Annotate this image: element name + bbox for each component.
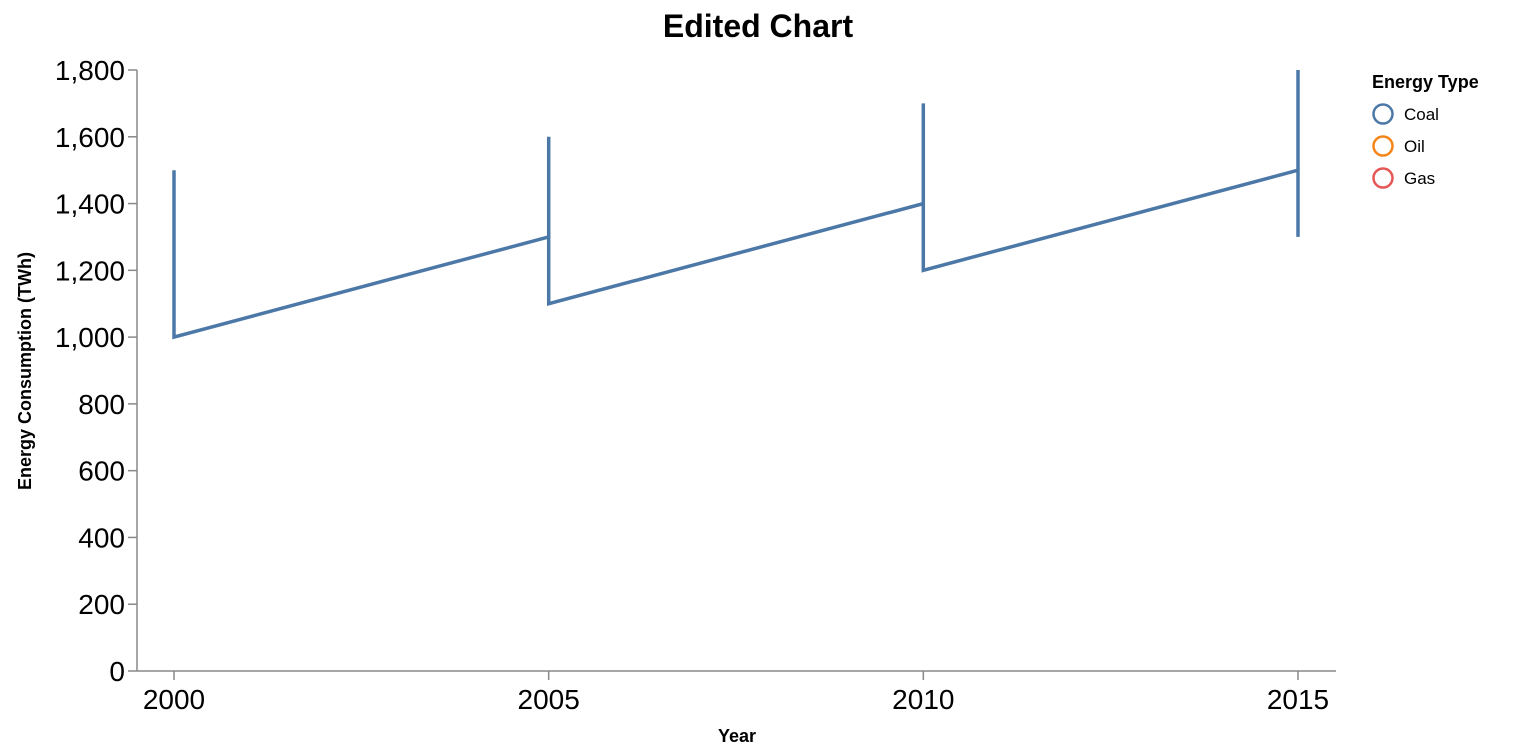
legend: Energy Type Coal Oil Gas <box>1372 72 1479 189</box>
legend-label-oil: Oil <box>1404 137 1425 156</box>
legend-symbol-coal <box>1372 103 1394 125</box>
y-axis-title: Energy Consumption (TWh) <box>15 252 35 490</box>
x-tick-label: 2005 <box>518 684 580 715</box>
x-axis-title: Year <box>718 726 756 746</box>
y-tick-label: 800 <box>78 389 125 420</box>
y-tick-label: 0 <box>109 656 125 687</box>
chart-title: Edited Chart <box>663 8 854 44</box>
x-axis: 2000 2005 2010 2015 <box>137 670 1336 715</box>
y-tick-label: 600 <box>78 456 125 487</box>
legend-title: Energy Type <box>1372 72 1479 92</box>
y-tick-label: 1,800 <box>55 55 125 86</box>
legend-symbol-oil <box>1372 135 1394 157</box>
y-tick-label: 1,000 <box>55 322 125 353</box>
x-tick-label: 2010 <box>892 684 954 715</box>
y-axis: 0 200 400 600 800 1,000 1,200 1,400 1,600 1,800 <box>55 55 138 687</box>
x-tick-label: 2015 <box>1267 684 1329 715</box>
y-tick-label: 1,600 <box>55 122 125 153</box>
legend-label-gas: Gas <box>1404 169 1435 188</box>
legend-label-coal: Coal <box>1404 105 1439 124</box>
y-tick-label: 400 <box>78 522 125 553</box>
y-tick-label: 1,400 <box>55 189 125 220</box>
y-tick-label: 1,200 <box>55 255 125 286</box>
legend-symbol-gas <box>1372 167 1394 189</box>
y-tick-label: 200 <box>78 589 125 620</box>
x-tick-label: 2000 <box>143 684 205 715</box>
series-layer <box>172 70 1300 340</box>
series-line-coal <box>172 70 1300 340</box>
